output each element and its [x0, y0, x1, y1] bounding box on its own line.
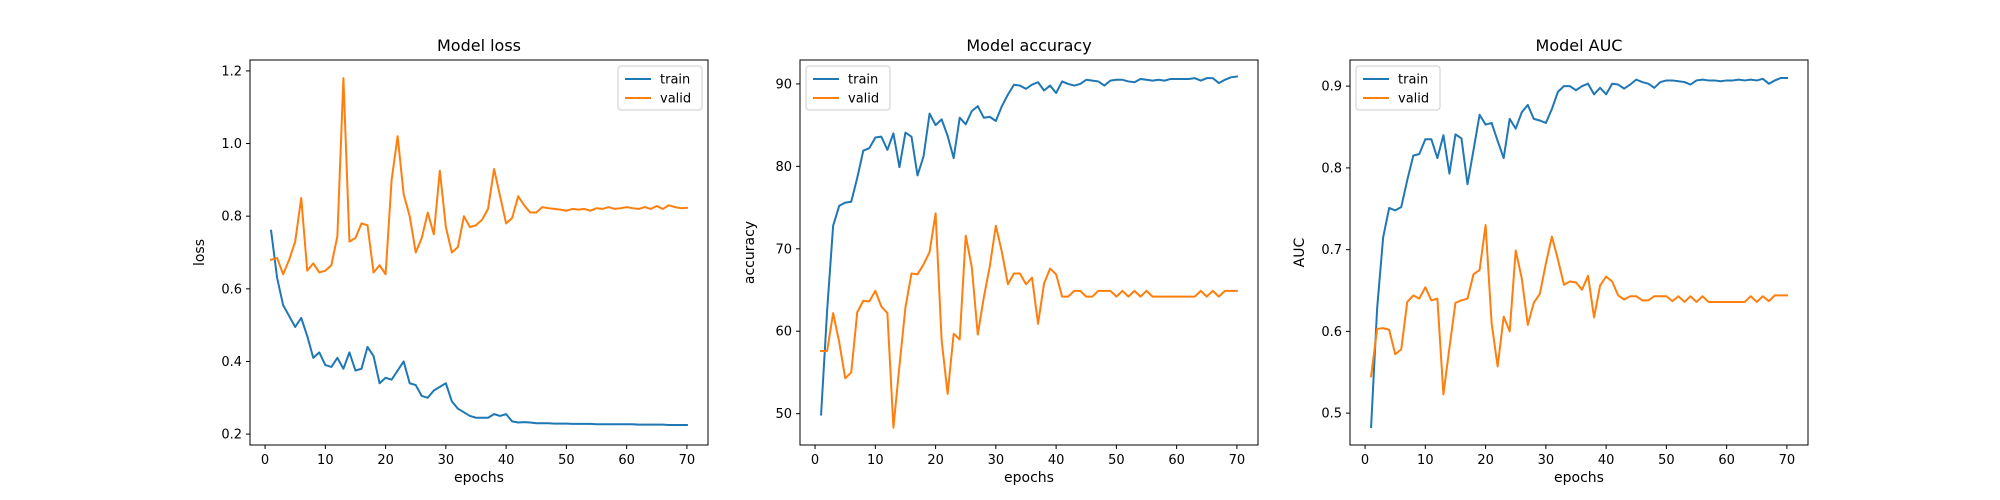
series-line-valid — [269, 77, 688, 276]
y-tick-label: 80 — [775, 160, 792, 175]
series-line-valid — [1369, 224, 1788, 396]
x-tick-label: 40 — [1048, 453, 1065, 468]
x-tick-label: 30 — [1538, 453, 1555, 468]
x-tick-label: 0 — [1361, 453, 1369, 468]
x-tick-label: 70 — [679, 453, 696, 468]
x-axis-label: epochs — [1554, 470, 1604, 486]
x-axis-label: epochs — [1004, 470, 1054, 486]
x-axis-label: epochs — [454, 470, 504, 486]
x-tick-label: 20 — [377, 453, 394, 468]
x-tick-label: 70 — [1779, 453, 1796, 468]
x-tick-label: 0 — [811, 453, 819, 468]
x-tick-label: 40 — [1598, 453, 1615, 468]
y-tick-label: 60 — [775, 325, 792, 340]
chart-panel-1: Model loss 0 10 20 30 40 50 60 70 0.2 0.4 0.6 0.8 1.0… — [192, 36, 709, 486]
legend-label: valid — [1398, 92, 1429, 107]
y-tick-label: 0.4 — [221, 355, 242, 370]
legend: train valid — [617, 65, 703, 111]
y-tick-label: 70 — [775, 242, 792, 257]
legend-label: valid — [848, 92, 879, 107]
y-tick-label: 0.9 — [1321, 80, 1342, 95]
chart-title: Model accuracy — [966, 36, 1091, 55]
plot-frame — [799, 59, 1259, 446]
x-tick-label: 60 — [618, 453, 635, 468]
x-tick-label: 0 — [261, 453, 269, 468]
x-tick-label: 10 — [1417, 453, 1434, 468]
series-line-train — [1370, 76, 1788, 429]
series-line-train — [269, 229, 688, 427]
y-tick-label: 1.2 — [221, 64, 242, 79]
y-tick-label: 50 — [775, 407, 792, 422]
x-tick-label: 50 — [558, 453, 575, 468]
x-tick-label: 20 — [1477, 453, 1494, 468]
x-tick-label: 60 — [1718, 453, 1735, 468]
x-tick-label: 40 — [498, 453, 515, 468]
x-tick-label: 50 — [1658, 453, 1675, 468]
x-tick-label: 50 — [1108, 453, 1125, 468]
y-axis-label: loss — [192, 239, 208, 266]
legend-label: train — [1398, 73, 1428, 88]
y-axis-label: accuracy — [742, 221, 758, 284]
chart-title: Model AUC — [1536, 36, 1623, 55]
legend-label: train — [660, 73, 690, 88]
x-tick-label: 30 — [988, 453, 1005, 468]
chart-panel-2: Model accuracy 0 10 20 30 40 50 60 70 50 60 70 80 90 e… — [742, 36, 1259, 486]
y-axis-label: AUC — [1292, 237, 1308, 267]
y-tick-label: 0.8 — [1321, 161, 1342, 176]
plot-frame — [1349, 59, 1809, 446]
legend-label: train — [848, 73, 878, 88]
legend: train valid — [1355, 65, 1441, 111]
legend-label: valid — [660, 92, 691, 107]
y-tick-label: 0.2 — [221, 428, 242, 443]
chart-title: Model loss — [437, 36, 521, 55]
y-tick-label: 0.5 — [1321, 407, 1342, 422]
y-tick-label: 90 — [775, 77, 792, 92]
x-tick-label: 10 — [867, 453, 884, 468]
y-tick-label: 1.0 — [221, 137, 242, 152]
legend: train valid — [805, 65, 891, 111]
chart-panel-3: Model AUC 0 10 20 30 40 50 60 70 0.5 0.6 0.7 0.8 0.9 e… — [1292, 36, 1809, 486]
y-tick-label: 0.6 — [1321, 325, 1342, 340]
y-tick-label: 0.8 — [221, 210, 242, 225]
x-tick-label: 70 — [1229, 453, 1246, 468]
plot-frame — [249, 59, 709, 446]
x-tick-label: 10 — [317, 453, 334, 468]
x-tick-label: 60 — [1168, 453, 1185, 468]
x-tick-label: 30 — [438, 453, 455, 468]
series-line-train — [820, 75, 1239, 416]
series-line-valid — [820, 212, 1238, 429]
x-tick-label: 20 — [927, 453, 944, 468]
y-tick-label: 0.6 — [221, 282, 242, 297]
y-tick-label: 0.7 — [1321, 243, 1342, 258]
